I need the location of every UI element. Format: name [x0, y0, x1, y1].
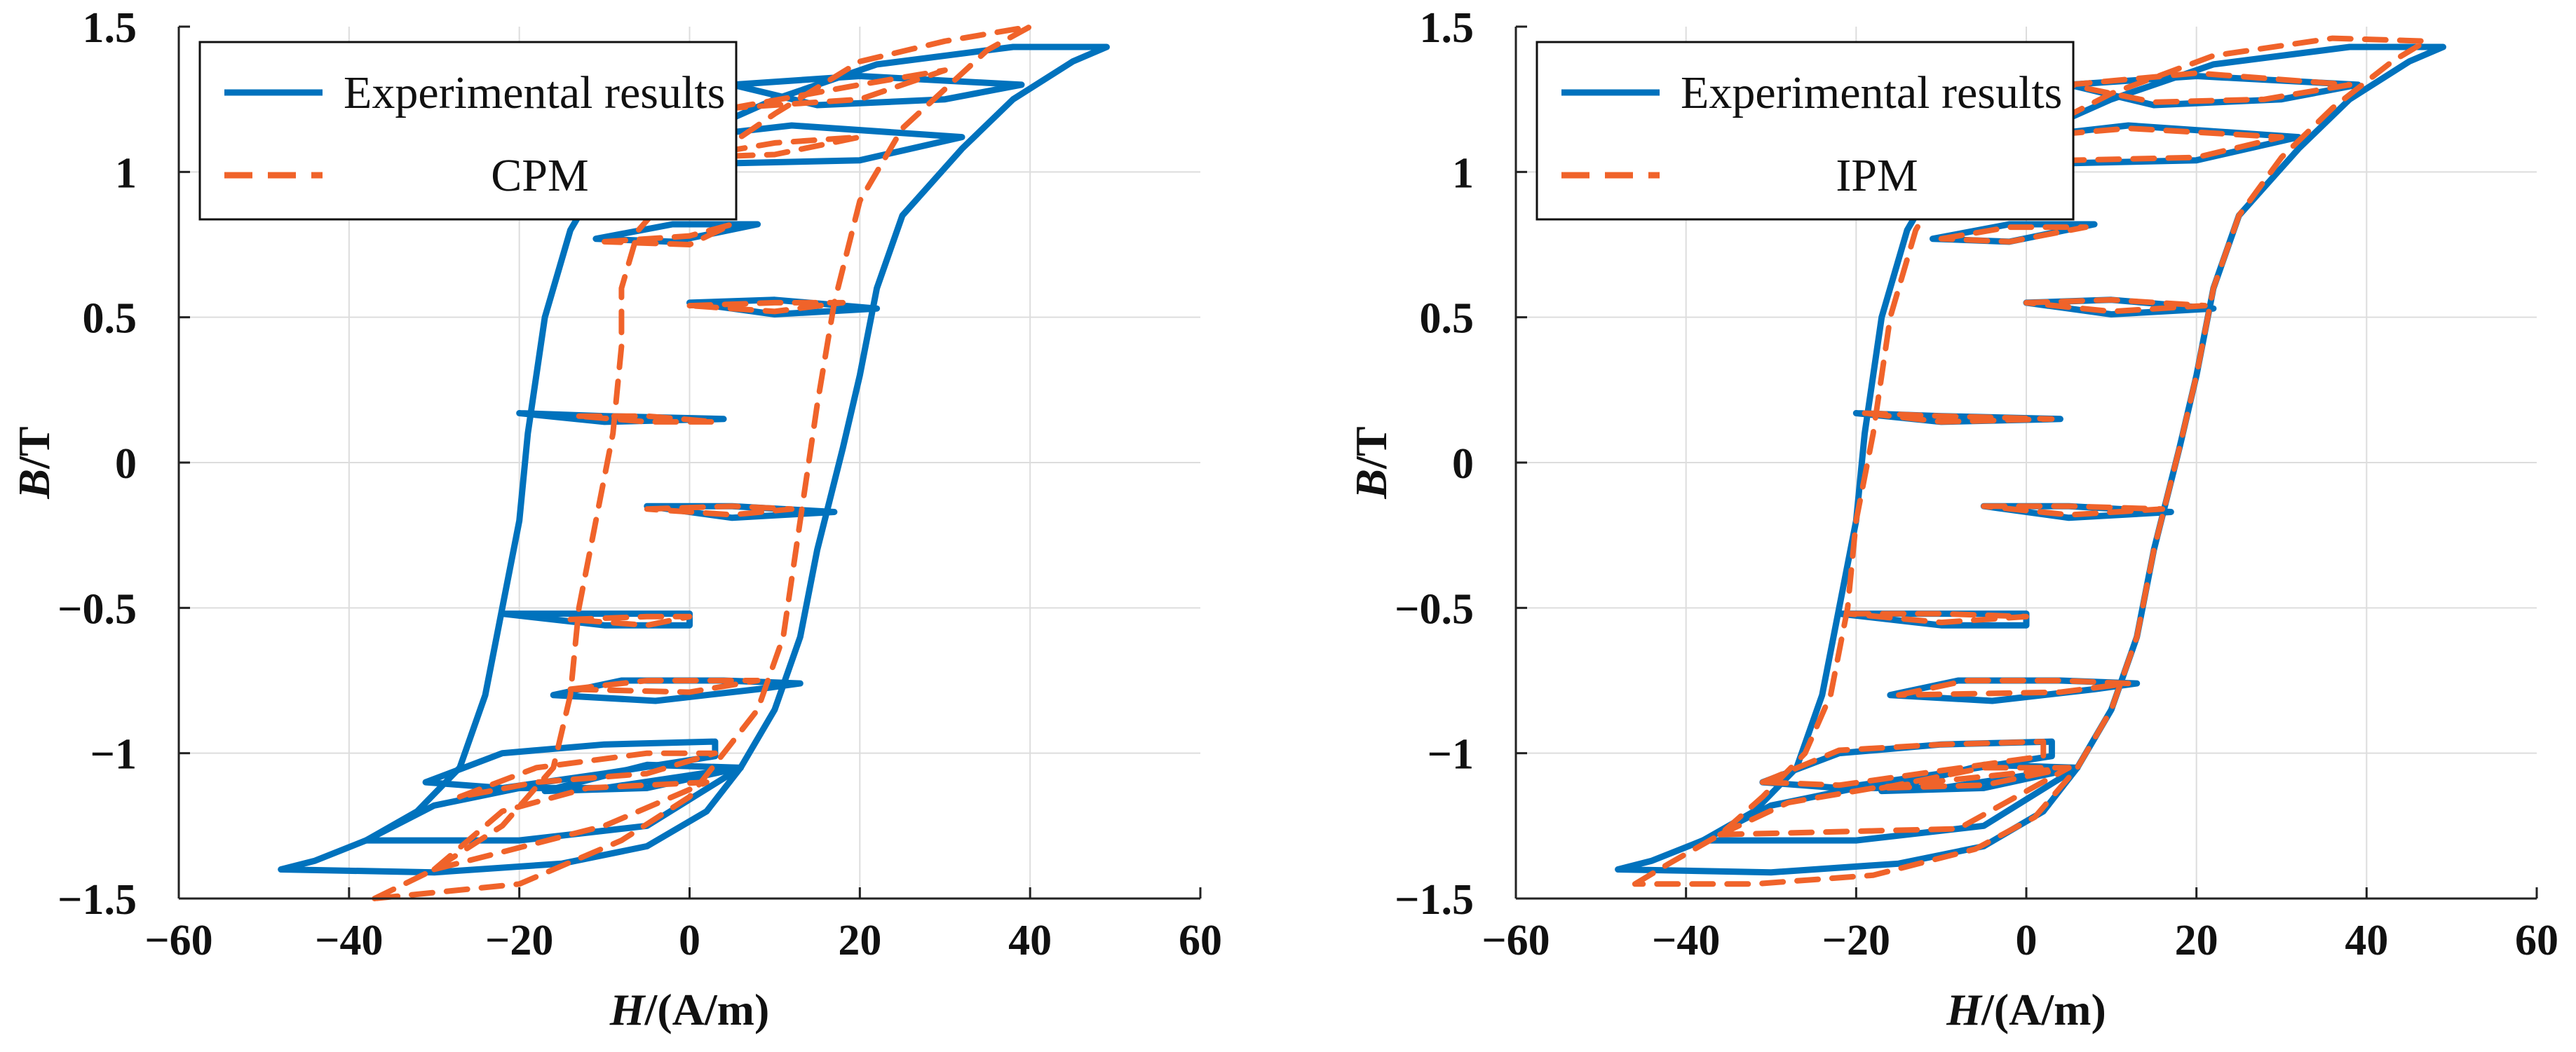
- x-tick-label: 0: [679, 917, 700, 964]
- ipm-model-loop: [1862, 410, 2055, 425]
- y-tick-label: −1.5: [1395, 876, 1474, 924]
- x-axis-label: H/(A/m): [609, 985, 770, 1034]
- y-tick-label: 0.5: [83, 295, 137, 343]
- right-panel-ipm: −60 −40 −20 0 20 40 60 −1.5 −1 −0.5 0 0.5 1 1.5 H/(A/m…: [1346, 4, 2558, 1034]
- y-axis-label: B/T: [1346, 426, 1396, 499]
- y-tick-label: 1: [115, 149, 137, 197]
- legend-label-model: IPM: [1836, 150, 1918, 201]
- x-tick-label: 20: [838, 917, 881, 964]
- y-tick-label: 1: [1452, 149, 1474, 197]
- cpm-model-loop: [567, 678, 761, 695]
- ipm-model-loop: [1896, 678, 2131, 698]
- legend-box: [1536, 41, 2075, 221]
- experimental-loop: [550, 677, 804, 704]
- legend-box: [198, 41, 738, 221]
- ipm-model-loop: [1981, 503, 2166, 518]
- cpm-model-loop: [602, 221, 735, 247]
- x-tick-label: −40: [315, 917, 383, 964]
- legend-label-model: CPM: [491, 150, 588, 201]
- ipm-model-loop: [2066, 70, 2353, 105]
- ipm-model-loop: [1759, 739, 2047, 788]
- x-tick-label: −20: [485, 917, 553, 964]
- cpm-model-loop: [686, 299, 846, 315]
- y-tick-label: −0.5: [1395, 585, 1474, 633]
- cpm-model-loop: [644, 503, 795, 518]
- y-tick-label: −1.5: [57, 876, 137, 924]
- x-tick-label: 60: [2515, 917, 2558, 964]
- x-tick-label: 40: [1008, 917, 1052, 964]
- y-tick-label: 0: [115, 440, 137, 488]
- cpm-model-loop: [729, 67, 948, 111]
- y-tick-label: 1.5: [83, 4, 137, 52]
- legend: Experimental results IPM: [1536, 41, 2075, 221]
- left-panel-cpm: −60 −40 −20 0 20 40 60 −1.5 −1 −0.5 0 0.5 1 1.5 H/(A/m…: [9, 4, 1222, 1034]
- cpm-model-loop: [456, 750, 718, 800]
- ipm-model-loop: [1938, 224, 2089, 245]
- x-tick-label: 40: [2345, 917, 2388, 964]
- experimental-loop: [362, 764, 744, 844]
- ipm-model-loop: [1717, 765, 2072, 838]
- ipm-model-loop: [1845, 610, 2029, 626]
- legend: Experimental results CPM: [198, 41, 738, 221]
- experimental-loop: [516, 410, 727, 425]
- ipm-model-loop: [1632, 35, 2429, 887]
- x-tick-label: 0: [2016, 917, 2038, 964]
- y-tick-label: 1.5: [1420, 4, 1475, 52]
- y-tick-label: −0.5: [57, 585, 137, 633]
- experimental-loop: [1887, 677, 2141, 704]
- y-tick-label: −1: [90, 731, 137, 779]
- legend-label-experimental: Experimental results: [1681, 67, 2062, 118]
- legend-label-experimental: Experimental results: [344, 67, 725, 118]
- y-tick-label: 0.5: [1420, 295, 1475, 343]
- cpm-model-loop: [372, 24, 1033, 901]
- cpm-model-loop: [576, 413, 718, 425]
- x-tick-label: −40: [1652, 917, 1720, 964]
- experimental-loop: [278, 43, 1110, 876]
- ipm-model-loop: [2023, 296, 2208, 315]
- x-tick-label: 60: [1179, 917, 1222, 964]
- x-tick-label: 20: [2175, 917, 2218, 964]
- y-tick-label: −1: [1428, 731, 1474, 779]
- x-tick-label: −60: [144, 917, 212, 964]
- y-tick-label: 0: [1452, 440, 1474, 488]
- x-tick-label: −20: [1822, 917, 1890, 964]
- cpm-model-loop: [567, 613, 693, 629]
- cpm-model-loop: [431, 779, 710, 873]
- x-axis-label: H/(A/m): [1946, 985, 2106, 1034]
- x-tick-label: −60: [1482, 917, 1550, 964]
- y-axis-label: B/T: [9, 426, 59, 499]
- cpm-model-loop: [686, 134, 863, 160]
